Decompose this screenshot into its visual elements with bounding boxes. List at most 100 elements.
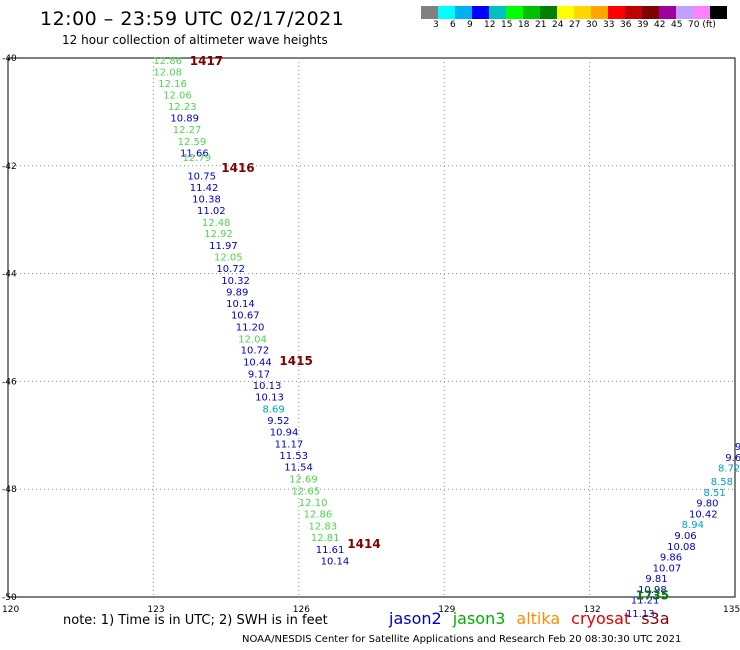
legend-label: 18 (518, 20, 530, 30)
swh-value-label: 12.92 (204, 229, 233, 240)
swh-value-label: 11.42 (190, 183, 219, 194)
latitude-label: -44 (2, 270, 17, 280)
swh-value-label: 8.69 (262, 404, 284, 415)
legend-swatch (523, 6, 540, 19)
swh-value-label: 11.53 (279, 451, 308, 462)
swh-value-label: 10.14 (321, 556, 350, 567)
swh-value-label: 12.86 (153, 56, 182, 67)
swh-value-label: 10.67 (231, 311, 260, 322)
longitude-label: 126 (293, 605, 310, 615)
legend-swatch (693, 6, 710, 19)
longitude-label: 129 (438, 605, 455, 615)
swh-value-label: 9.6 (725, 453, 740, 464)
legend-swatch (455, 6, 472, 19)
map-frame (7, 57, 736, 598)
legend-label: 15 (501, 20, 513, 30)
swh-value-label: 8.51 (703, 488, 725, 499)
legend-swatch (438, 6, 455, 19)
legend-swatch (659, 6, 676, 19)
legend-swatch (625, 6, 642, 19)
latitude-label: -46 (2, 377, 17, 387)
legend-label: 27 (569, 20, 581, 30)
swh-value-label: 12.81 (311, 533, 340, 544)
footer-credit: NOAA/NESDIS Center for Satellite Applica… (242, 634, 682, 645)
latitude-label: -40 (2, 54, 17, 64)
swh-value-label: 10.44 (243, 357, 272, 368)
satellite-label-jason2: jason2 (389, 609, 442, 628)
swh-value-label: 12.27 (173, 125, 202, 136)
swh-value-label: 12.08 (153, 67, 182, 78)
swh-value-label: 10.72 (216, 264, 245, 275)
legend-swatch (574, 6, 591, 19)
legend-label: 6 (450, 20, 456, 30)
swh-value-label: 10.13 (255, 392, 284, 403)
swh-value-label: 11.61 (316, 545, 345, 556)
pass-time-label: 1417 (190, 54, 223, 68)
legend-swatch (540, 6, 557, 19)
pass-time-label: 1735 (636, 588, 669, 602)
swh-value-label: 12.16 (158, 79, 187, 90)
legend-swatch (506, 6, 523, 19)
legend-swatch (676, 6, 693, 19)
legend-label: 12 (484, 20, 496, 30)
swh-value-label: 12.23 (168, 102, 197, 113)
legend-label: 30 (586, 20, 598, 30)
pass-time-label: 1415 (279, 354, 312, 368)
longitude-label: 123 (147, 605, 164, 615)
legend-swatch (608, 6, 625, 19)
swh-value-label: 12.59 (178, 137, 207, 148)
longitude-label: 120 (2, 605, 19, 615)
swh-value-label: 10.14 (226, 299, 255, 310)
legend-swatch (489, 6, 506, 19)
legend-swatch (591, 6, 608, 19)
swh-value-label: 10.08 (667, 542, 696, 553)
longitude-label: 135 (723, 605, 740, 615)
map-subtitle: 12 hour collection of altimeter wave hei… (62, 33, 328, 47)
swh-value-label: 12.69 (289, 474, 318, 485)
swh-value-label: 10.32 (221, 276, 250, 287)
swh-value-label: 10.42 (689, 509, 718, 520)
swh-value-label: 12.65 (292, 486, 321, 497)
swh-value-label: 12.06 (163, 91, 192, 102)
swh-value-label: 12.86 (304, 509, 333, 520)
swh-value-label: 9.81 (645, 574, 667, 585)
swh-value-label: 8.72 (718, 464, 740, 475)
legend-label: 3 (433, 20, 439, 30)
swh-value-label: 10.94 (270, 428, 299, 439)
swh-value-label: 10.38 (192, 195, 221, 206)
swh-value-label: 9.06 (674, 531, 696, 542)
swh-value-label: 12.04 (238, 334, 267, 345)
swh-value-label: 11.66 (180, 148, 209, 159)
legend-label: 36 (620, 20, 632, 30)
satellite-legend: jason2 jason3 altika cryosat s3a (389, 609, 681, 628)
swh-value-label: 11.21 (631, 596, 660, 607)
pass-time-label: 1414 (347, 537, 380, 551)
latitude-label: -48 (2, 485, 17, 495)
swh-value-label: 12.10 (299, 498, 328, 509)
swh-value-label: 9 (735, 442, 740, 453)
pass-time-label: 1416 (221, 161, 254, 175)
legend-swatch (472, 6, 489, 19)
swh-value-label: 12.05 (214, 252, 243, 263)
swh-value-label: 11.97 (209, 241, 238, 252)
swh-value-label: 11.02 (197, 206, 226, 217)
note-text: note: 1) Time is in UTC; 2) SWH is in fe… (63, 613, 328, 628)
swh-value-label: 10.72 (241, 346, 270, 357)
swh-value-label: 9.52 (267, 416, 289, 427)
longitude-label: 132 (584, 605, 601, 615)
satellite-label-jason3: jason3 (452, 609, 506, 628)
legend-label: 24 (552, 20, 564, 30)
swh-value-label: 9.86 (660, 553, 682, 564)
legend-swatch (710, 6, 727, 19)
swh-value-label: 12.83 (308, 521, 337, 532)
swh-value-label: 10.89 (170, 113, 199, 124)
legend-swatch (421, 6, 438, 19)
swh-value-label: 9.89 (226, 287, 248, 298)
map-title: 12:00 – 23:59 UTC 02/17/2021 (40, 8, 345, 30)
swh-value-label: 8.94 (682, 520, 704, 531)
satellite-label-cryosat: cryosat (571, 609, 631, 628)
latitude-label: -42 (2, 162, 17, 172)
swh-value-label: 11.13 (626, 609, 655, 620)
swh-value-label: 10.13 (253, 381, 282, 392)
swh-value-label: 9.17 (248, 369, 270, 380)
